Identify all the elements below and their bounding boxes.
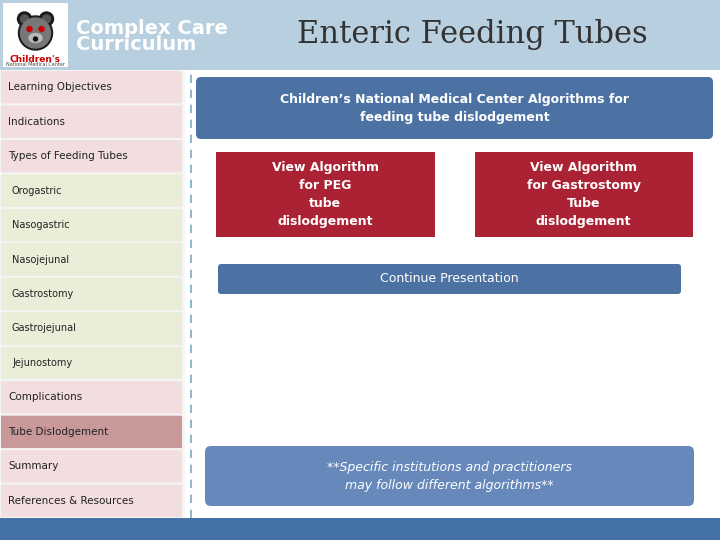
Text: Summary: Summary xyxy=(8,461,58,471)
FancyBboxPatch shape xyxy=(1,174,182,207)
FancyBboxPatch shape xyxy=(1,278,182,310)
Text: Continue Presentation: Continue Presentation xyxy=(380,273,519,286)
Text: Indications: Indications xyxy=(8,117,65,127)
FancyBboxPatch shape xyxy=(1,105,182,138)
Ellipse shape xyxy=(29,33,42,43)
Circle shape xyxy=(34,37,37,41)
Circle shape xyxy=(20,15,29,23)
Circle shape xyxy=(27,26,32,31)
Text: Enteric Feeding Tubes: Enteric Feeding Tubes xyxy=(297,19,648,51)
Text: Jejunostomy: Jejunostomy xyxy=(12,358,72,368)
Text: Gastrojejunal: Gastrojejunal xyxy=(12,323,77,334)
Circle shape xyxy=(42,15,50,23)
Text: Gastrostomy: Gastrostomy xyxy=(12,289,74,299)
FancyBboxPatch shape xyxy=(1,381,182,414)
FancyBboxPatch shape xyxy=(1,416,182,448)
FancyBboxPatch shape xyxy=(1,484,182,517)
Text: Orogastric: Orogastric xyxy=(12,186,63,195)
Circle shape xyxy=(39,26,44,31)
FancyBboxPatch shape xyxy=(1,312,182,345)
Bar xyxy=(0,518,720,540)
Text: Nasogastric: Nasogastric xyxy=(12,220,70,230)
Text: View Algorithm
for Gastrostomy
Tube
dislodgement: View Algorithm for Gastrostomy Tube disl… xyxy=(527,161,641,228)
Bar xyxy=(216,152,434,237)
Text: National Medical Center: National Medical Center xyxy=(6,62,65,66)
FancyBboxPatch shape xyxy=(1,347,182,379)
Text: Tube Dislodgement: Tube Dislodgement xyxy=(8,427,108,437)
Text: Children’s National Medical Center Algorithms for
feeding tube dislodgement: Children’s National Medical Center Algor… xyxy=(280,92,629,124)
Text: Complications: Complications xyxy=(8,393,82,402)
Bar xyxy=(0,0,720,70)
FancyBboxPatch shape xyxy=(1,209,182,241)
Text: Complex Care: Complex Care xyxy=(76,19,228,38)
Text: **Specific institutions and practitioners
may follow different algorithms**: **Specific institutions and practitioner… xyxy=(327,461,572,491)
Text: Learning Objectives: Learning Objectives xyxy=(8,82,112,92)
Text: Curriculum: Curriculum xyxy=(76,35,197,53)
Bar xyxy=(474,152,693,237)
FancyBboxPatch shape xyxy=(205,446,694,506)
Bar xyxy=(0,70,185,518)
FancyBboxPatch shape xyxy=(1,244,182,276)
FancyBboxPatch shape xyxy=(1,71,182,104)
FancyBboxPatch shape xyxy=(1,450,182,483)
Text: Types of Feeding Tubes: Types of Feeding Tubes xyxy=(8,151,127,161)
Bar xyxy=(3,3,68,67)
Circle shape xyxy=(17,12,32,26)
FancyBboxPatch shape xyxy=(196,77,713,139)
Text: Children's: Children's xyxy=(10,55,61,64)
FancyBboxPatch shape xyxy=(218,264,681,294)
Circle shape xyxy=(19,16,53,50)
Circle shape xyxy=(20,18,50,48)
Text: Nasojejunal: Nasojejunal xyxy=(12,254,69,265)
Text: View Algorithm
for PEG
tube
dislodgement: View Algorithm for PEG tube dislodgement xyxy=(271,161,379,228)
Text: References & Resources: References & Resources xyxy=(8,496,134,506)
FancyBboxPatch shape xyxy=(1,140,182,172)
Circle shape xyxy=(40,12,53,26)
